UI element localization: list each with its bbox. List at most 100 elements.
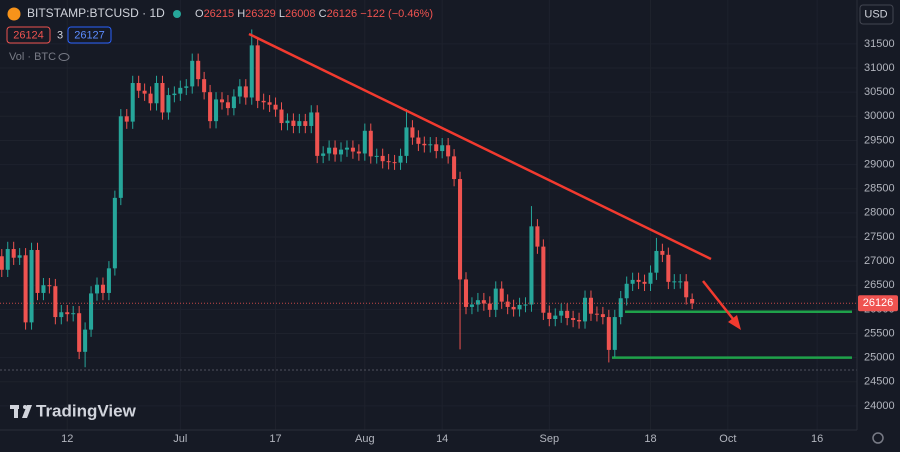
candle-body — [374, 155, 379, 157]
x-tick-label: 12 — [61, 433, 73, 445]
candle-body — [684, 281, 689, 298]
candle-body — [154, 83, 159, 104]
candle-body — [124, 116, 129, 122]
y-tick-label: 30500 — [864, 86, 895, 98]
candle-body — [225, 102, 230, 109]
candle-body — [535, 226, 540, 247]
y-tick-label: 29500 — [864, 134, 895, 146]
watermark-text: TradingView — [36, 401, 137, 420]
candle-body — [17, 255, 22, 258]
legend-label: C — [319, 8, 327, 20]
candle-body — [291, 120, 296, 126]
candle-body — [35, 249, 40, 293]
volume-label: Vol · BTC — [9, 51, 56, 63]
candle-body — [511, 306, 516, 310]
change: −122 (−0.46%) — [360, 8, 433, 20]
candle-body — [267, 102, 272, 105]
spread: 3 — [57, 29, 63, 41]
symbol: BITSTAMP:BTCUSD · 1D — [27, 6, 165, 20]
candle-body — [309, 112, 314, 126]
candle-body — [422, 143, 427, 146]
y-tick-label: 25500 — [864, 327, 895, 339]
candle-body — [231, 96, 236, 109]
candle-body — [219, 99, 225, 103]
eye-icon[interactable] — [58, 53, 70, 61]
candle-body — [166, 95, 171, 113]
candle-body — [5, 249, 10, 270]
candle-body — [404, 127, 409, 156]
candle-body — [654, 250, 659, 273]
candle-body — [577, 319, 582, 322]
candle-body — [89, 293, 94, 330]
candle-body — [106, 268, 111, 293]
candle-body — [362, 130, 367, 154]
candle-body — [434, 144, 439, 152]
candle-body — [315, 112, 320, 156]
candle-body — [624, 283, 629, 299]
candle-body — [529, 226, 534, 305]
candle-body — [237, 86, 242, 97]
candle-body — [678, 281, 683, 283]
candle-body — [285, 120, 290, 124]
candle-body — [47, 285, 52, 287]
candle-body — [41, 285, 46, 293]
candle-body — [630, 279, 635, 284]
candles — [0, 29, 857, 368]
candle-body — [184, 86, 189, 88]
legend-label: H — [237, 8, 245, 20]
ask: 26127 — [74, 29, 105, 41]
candle-body — [321, 153, 326, 156]
bid-box[interactable] — [6, 26, 51, 44]
candle-body — [350, 147, 355, 152]
candle-body — [690, 298, 695, 304]
y-tick-label: 25000 — [864, 352, 895, 364]
candle-body — [481, 300, 486, 304]
candle-body — [487, 303, 492, 310]
currency-button[interactable] — [859, 4, 894, 25]
currency: USD — [864, 8, 887, 20]
candle-body — [243, 86, 248, 98]
candle-body — [392, 162, 397, 164]
candle-body — [23, 255, 28, 323]
candle-body — [172, 93, 177, 96]
candle-body — [273, 104, 278, 110]
candle-body — [463, 279, 469, 307]
x-tick-label: Jul — [173, 433, 187, 445]
candle-body — [178, 87, 183, 94]
candle-body — [493, 288, 498, 310]
candle-body — [475, 300, 480, 305]
candle-body — [612, 317, 617, 350]
x-tick-label: Aug — [355, 433, 375, 445]
candle-body — [214, 99, 219, 122]
grid — [0, 0, 857, 430]
candle-body — [136, 83, 141, 91]
candle-body — [642, 281, 647, 284]
x-tick-label: Oct — [719, 433, 736, 445]
y-tick-label: 27500 — [864, 231, 895, 243]
legend-value: 26329 — [245, 8, 276, 20]
candle-body — [636, 279, 641, 282]
axes: 2400024500250002550026000265002700027500… — [61, 38, 898, 445]
candle-body — [65, 312, 70, 315]
settings-icon[interactable] — [872, 432, 884, 444]
candle-body — [606, 317, 611, 350]
candle-body — [648, 272, 653, 284]
candle-body — [344, 147, 349, 150]
y-tick-label: 27000 — [864, 255, 895, 267]
y-tick-label: 29000 — [864, 158, 895, 170]
candle-body — [0, 256, 4, 270]
levels — [612, 310, 852, 359]
candle-body — [547, 312, 552, 320]
last-price-label: 26126 — [863, 297, 894, 309]
candle-body — [600, 314, 605, 318]
bid: 26124 — [13, 29, 44, 41]
trend-line — [248, 32, 712, 261]
status-dot — [173, 10, 181, 18]
candle-body — [53, 286, 58, 318]
ask-box[interactable] — [67, 26, 112, 44]
candle-body — [398, 155, 403, 163]
legend-value: 26215 — [204, 8, 235, 20]
watermark: TradingView — [10, 401, 137, 420]
